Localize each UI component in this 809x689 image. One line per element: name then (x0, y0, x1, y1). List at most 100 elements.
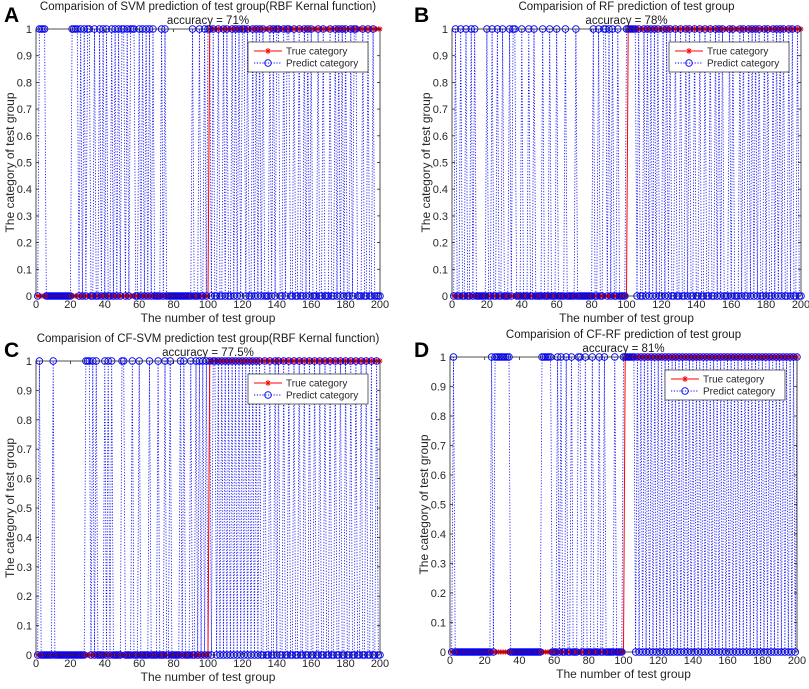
y-tick-label: 0.1 (17, 264, 32, 276)
x-tick-label: 60 (551, 299, 563, 311)
legend-predict-label: Predict category (286, 391, 358, 402)
y-tick-label: 0.5 (433, 158, 448, 170)
x-tick-label: 200 (788, 655, 806, 667)
x-tick-label: 80 (585, 299, 597, 311)
x-tick-label: 160 (302, 658, 320, 670)
y-tick-label: 0.7 (17, 444, 32, 456)
y-tick-label: 1 (26, 356, 32, 368)
x-tick-label: 160 (302, 299, 320, 311)
y-tick-label: 0 (440, 647, 446, 659)
y-tick-label: 0.4 (433, 184, 448, 196)
x-tick-label: 140 (268, 658, 286, 670)
panel-a: 0 20 40 60 80 100 120 140 160 180 200 0 0.1 0.2 0.3 0.4… (3, 1, 389, 325)
y-tick-label: 1 (442, 24, 448, 36)
legend-box (247, 41, 369, 73)
x-tick-label: 40 (516, 299, 528, 311)
y-tick-label: 0.3 (17, 211, 32, 223)
y-tick-label: 0.4 (17, 532, 32, 544)
x-tick-label: 80 (167, 299, 179, 311)
legend-true-label: True category (707, 47, 768, 58)
chart-title: Comparision of CF-SVM prediction test gr… (37, 333, 380, 345)
x-tick-label: 40 (513, 655, 525, 667)
y-tick-label: 0 (26, 291, 32, 303)
x-tick-label: 20 (64, 299, 76, 311)
y-tick-label: 0.6 (433, 131, 448, 143)
y-tick-label: 0.1 (431, 618, 446, 630)
legend-predict-marker (264, 59, 272, 67)
x-tick-label: 200 (792, 299, 809, 311)
x-tick-label: 140 (268, 299, 286, 311)
x-tick-label: 20 (479, 655, 491, 667)
legend-true-marker (265, 48, 271, 54)
y-tick-label: 0.2 (433, 238, 448, 250)
y-tick-label: 0.7 (17, 104, 32, 116)
y-axis-label: The category of test group (3, 92, 17, 232)
y-axis-label: The category of test group (419, 92, 433, 232)
panel-label: D (414, 339, 429, 362)
panel-d: 0 20 40 60 80 100 120 140 160 180 200 0 0.1 0.2 0.3 0.4… (414, 329, 806, 681)
x-tick-label: 60 (133, 299, 145, 311)
x-tick-label: 100 (617, 299, 635, 311)
legend-predict-label: Predict category (707, 59, 779, 70)
y-tick-label: 0.6 (431, 470, 446, 482)
legend-box (247, 373, 369, 405)
legend-box (664, 369, 786, 401)
x-axis-label: The number of test group (141, 670, 276, 684)
y-tick-label: 0.5 (17, 503, 32, 515)
panel-c: 0 20 40 60 80 100 120 140 160 180 200 0 0.1 0.2 0.3 0.4… (3, 333, 389, 684)
x-tick-label: 180 (757, 299, 775, 311)
y-tick-label: 0.5 (17, 158, 32, 170)
y-tick-label: 1 (440, 352, 446, 364)
legend-box (668, 41, 790, 73)
panel-label: C (4, 339, 19, 362)
x-tick-label: 160 (718, 655, 736, 667)
chart-subtitle: accuracy = 71% (167, 15, 249, 27)
x-tick-label: 120 (652, 299, 670, 311)
x-tick-label: 20 (64, 658, 76, 670)
x-tick-label: 0 (33, 658, 39, 670)
x-tick-label: 100 (199, 658, 217, 670)
x-tick-label: 120 (649, 655, 667, 667)
legend-true-label: True category (286, 47, 347, 58)
y-tick-label: 0.3 (431, 559, 446, 571)
chart-title: Comparision of RF prediction of test gro… (518, 1, 734, 13)
y-axis-label: The category of test group (3, 438, 17, 578)
x-tick-label: 60 (133, 658, 145, 670)
x-tick-label: 0 (449, 299, 455, 311)
legend-predict-marker (681, 387, 689, 395)
y-tick-label: 0.5 (431, 500, 446, 512)
y-tick-label: 0.1 (17, 621, 32, 633)
chart-subtitle: accuracy = 78% (585, 15, 667, 27)
y-tick-label: 0 (442, 291, 448, 303)
x-tick-label: 20 (481, 299, 493, 311)
x-tick-label: 180 (753, 655, 771, 667)
legend-predict-label: Predict category (703, 387, 775, 398)
y-tick-label: 0.2 (17, 591, 32, 603)
chart-subtitle: accuracy = 77.5% (162, 347, 254, 359)
y-tick-label: 0.1 (433, 264, 448, 276)
x-tick-label: 80 (583, 655, 595, 667)
y-tick-label: 0.8 (431, 411, 446, 423)
legend-true-marker (265, 380, 271, 386)
x-tick-label: 140 (684, 655, 702, 667)
y-tick-label: 0.9 (433, 51, 448, 63)
panel-b: 0 20 40 60 80 100 120 140 160 180 200 0 0.1 0.2 0.3 0.4… (414, 1, 809, 325)
x-tick-label: 200 (371, 299, 389, 311)
y-tick-label: 0.8 (17, 415, 32, 427)
y-tick-label: 0 (26, 650, 32, 662)
legend-predict-label: Predict category (286, 59, 358, 70)
panel-label: B (414, 4, 429, 27)
y-tick-label: 0.6 (17, 131, 32, 143)
x-tick-label: 100 (199, 299, 217, 311)
y-tick-label: 0.3 (433, 211, 448, 223)
x-tick-label: 80 (167, 658, 179, 670)
y-tick-label: 0.7 (431, 441, 446, 453)
y-tick-label: 0.4 (17, 184, 32, 196)
x-tick-label: 100 (614, 655, 632, 667)
x-tick-label: 120 (233, 299, 251, 311)
y-tick-label: 0.9 (431, 382, 446, 394)
chart-title: Comparision of CF-RF prediction of test … (506, 329, 741, 341)
chart-subtitle: accuracy = 81% (582, 343, 664, 355)
x-tick-label: 160 (722, 299, 740, 311)
legend-predict-marker (264, 391, 272, 399)
